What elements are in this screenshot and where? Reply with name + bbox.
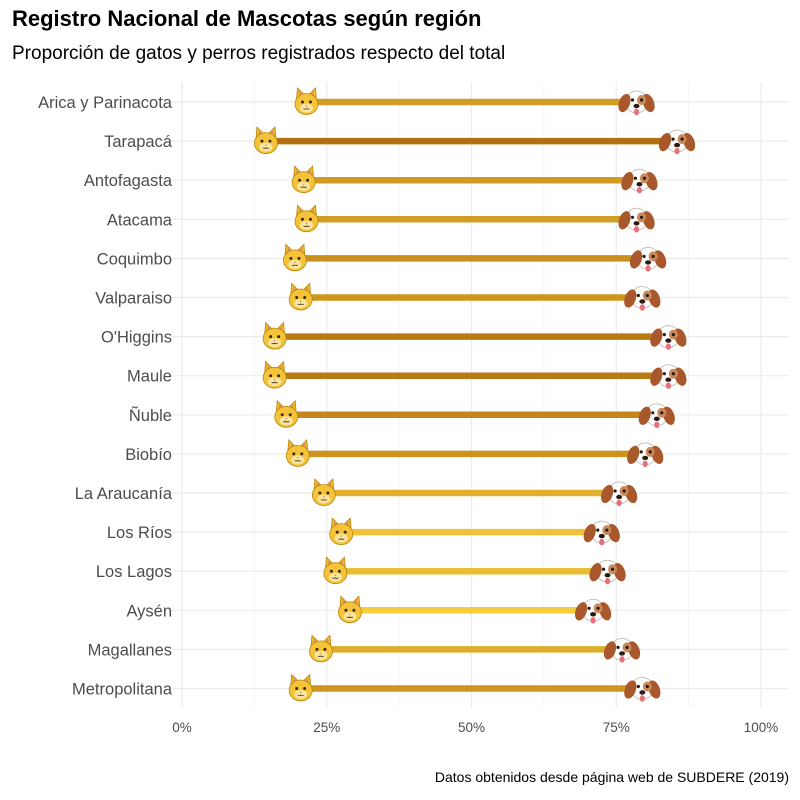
- dumbbell-segments: [254, 87, 696, 702]
- x-axis-labels: 0% 25% 50% 75% 100%: [172, 720, 778, 735]
- cat-icon: [285, 439, 310, 467]
- dog-icon: [601, 481, 638, 507]
- dog-icon: [624, 677, 661, 702]
- y-tick-label: Coquimbo: [97, 250, 172, 268]
- cat-icon: [294, 87, 319, 115]
- cat-icon: [288, 282, 313, 311]
- dog-icon: [603, 637, 641, 663]
- y-tick-label: Valparaiso: [95, 290, 172, 308]
- x-tick-label: 100%: [744, 720, 779, 735]
- y-tick-label: Tarapacá: [104, 133, 173, 151]
- chart-subtitle: Proporción de gatos y perros registrados…: [12, 43, 506, 64]
- y-tick-label: O'Higgins: [101, 329, 172, 347]
- cat-icon: [309, 634, 333, 663]
- cat-icon: [283, 243, 307, 272]
- y-tick-label: Atacama: [107, 211, 173, 229]
- dog-icon: [658, 129, 696, 155]
- dog-icon: [583, 520, 620, 546]
- y-tick-label: Los Lagos: [96, 563, 172, 581]
- chart-caption: Datos obtenidos desde página web de SUBD…: [434, 769, 789, 785]
- dog-icon: [650, 325, 687, 350]
- dog-icon: [627, 442, 664, 468]
- y-tick-label: Ñuble: [129, 405, 172, 425]
- dog-icon: [618, 207, 655, 233]
- y-tick-label: Aysén: [126, 602, 172, 620]
- dog-icon: [638, 403, 675, 428]
- y-tick-label: Metropolitana: [72, 681, 173, 699]
- dog-icon: [650, 364, 687, 389]
- grid-lines: [172, 82, 789, 708]
- dog-icon: [589, 559, 626, 585]
- y-axis-labels: Arica y Parinacota Tarapacá Antofagasta Ata…: [38, 94, 173, 699]
- dog-icon: [574, 598, 612, 624]
- x-tick-label: 25%: [313, 720, 340, 735]
- y-tick-label: Los Ríos: [107, 524, 172, 542]
- cat-icon: [294, 204, 319, 233]
- dog-icon: [629, 246, 667, 272]
- y-tick-label: La Araucanía: [75, 485, 173, 503]
- cat-icon: [311, 478, 336, 506]
- dog-icon: [618, 90, 655, 116]
- cat-icon: [288, 673, 313, 702]
- y-tick-label: Magallanes: [88, 641, 172, 659]
- y-tick-label: Maule: [127, 368, 172, 386]
- cat-icon: [291, 165, 316, 194]
- y-tick-label: Biobío: [125, 446, 172, 464]
- y-tick-label: Arica y Parinacota: [38, 94, 173, 112]
- cat-icon: [329, 517, 354, 545]
- chart-title: Registro Nacional de Mascotas según regi…: [12, 6, 482, 31]
- cat-icon: [254, 126, 278, 155]
- cat-icon: [274, 399, 299, 428]
- dog-icon: [621, 168, 658, 194]
- cat-icon: [338, 595, 362, 624]
- dog-icon: [624, 286, 661, 311]
- x-tick-label: 75%: [603, 720, 630, 735]
- x-tick-label: 0%: [172, 720, 192, 735]
- x-tick-label: 50%: [458, 720, 485, 735]
- cat-icon: [323, 556, 348, 585]
- y-tick-label: Antofagasta: [84, 172, 173, 190]
- cat-icon: [262, 360, 287, 389]
- cat-icon: [262, 321, 287, 350]
